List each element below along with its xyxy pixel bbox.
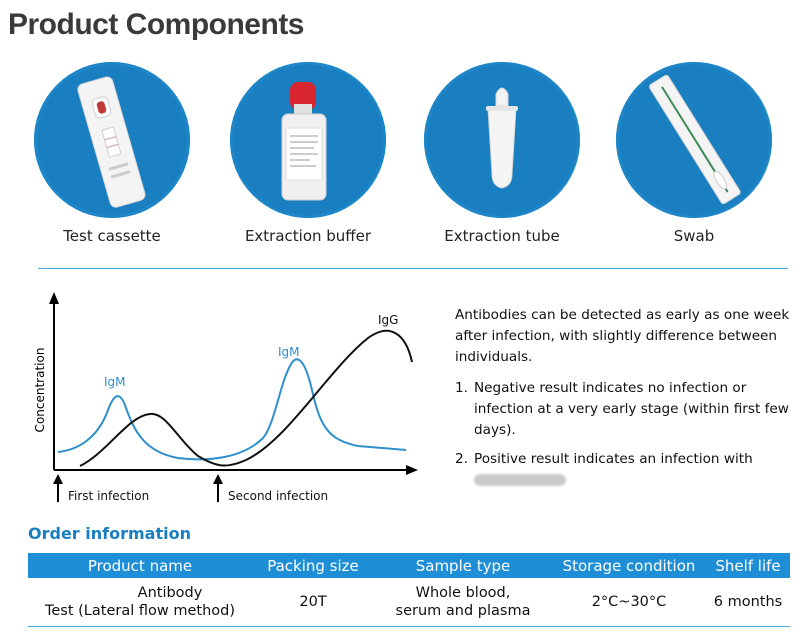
info-item-text: Negative result indicates no infection o… (474, 380, 789, 438)
cell-shelf-life: 6 months (706, 578, 790, 627)
component-label: Extraction tube (444, 227, 560, 245)
info-item-number: 1. (455, 380, 468, 396)
redacted-text (474, 474, 566, 486)
header-sample-type: Sample type (374, 553, 552, 578)
component-label: Test cassette (63, 227, 161, 245)
test-cassette-icon (34, 62, 190, 218)
page-title: Product Components (8, 8, 305, 41)
cell-sample-type: Whole blood, serum and plasma (374, 578, 552, 627)
antibody-chart: Concentration IgM IgM IgG First infectio… (33, 292, 418, 503)
component-extraction-buffer: Extraction buffer (230, 62, 386, 245)
order-table-header: Product name Packing size Sample type St… (28, 553, 790, 578)
info-list: 1. Negative result indicates no infectio… (455, 378, 795, 491)
section-divider (38, 268, 788, 269)
first-infection-label: First infection (68, 489, 149, 503)
component-extraction-tube: Extraction tube (424, 62, 580, 245)
info-item-number: 2. (455, 451, 468, 467)
component-label: Extraction buffer (244, 227, 372, 245)
y-axis-arrow (49, 292, 59, 304)
header-shelf-life: Shelf life (706, 553, 790, 578)
component-test-cassette: Test cassette (34, 62, 190, 245)
product-name-line1: Antibody (137, 585, 203, 601)
header-storage-condition: Storage condition (552, 553, 706, 578)
second-infection-arrowhead (213, 474, 223, 484)
igg-series-line (79, 329, 413, 467)
cell-product-name: Antibody Test (Lateral flow method) (28, 578, 252, 627)
igm-label-second: IgM (278, 345, 300, 359)
component-label: Swab (673, 227, 715, 245)
second-infection-label: Second infection (228, 489, 328, 503)
info-intro: Antibodies can be detected as early as o… (455, 307, 790, 365)
info-item-text: Positive result indicates an infection w… (474, 451, 753, 467)
sample-type-line2: serum and plasma (395, 603, 531, 619)
cell-storage: 2°C~30°C (552, 578, 706, 627)
sample-type-line1: Whole blood, (415, 585, 511, 601)
igg-label: IgG (378, 313, 398, 327)
x-axis-arrow (406, 465, 418, 475)
order-table: Product name Packing size Sample type St… (28, 553, 790, 627)
first-infection-arrowhead (53, 474, 63, 484)
header-packing-size: Packing size (252, 553, 374, 578)
y-axis-label: Concentration (33, 348, 47, 433)
extraction-buffer-icon (230, 62, 386, 218)
igm-series-line (57, 358, 407, 461)
extraction-tube-icon (424, 62, 580, 218)
antibody-info: Antibodies can be detected as early as o… (455, 305, 795, 499)
header-product-name: Product name (28, 553, 252, 578)
table-row: Antibody Test (Lateral flow method) 20T … (28, 578, 790, 627)
info-item: 2. Positive result indicates an infectio… (455, 449, 795, 491)
igm-label-first: IgM (104, 375, 126, 389)
product-name-line2: Test (Lateral flow method) (44, 603, 235, 619)
order-info-title: Order information (28, 524, 191, 543)
cell-packing-size: 20T (252, 578, 374, 627)
swab-icon (616, 62, 772, 218)
component-swab: Swab (616, 62, 772, 245)
info-item: 1. Negative result indicates no infectio… (455, 378, 795, 441)
